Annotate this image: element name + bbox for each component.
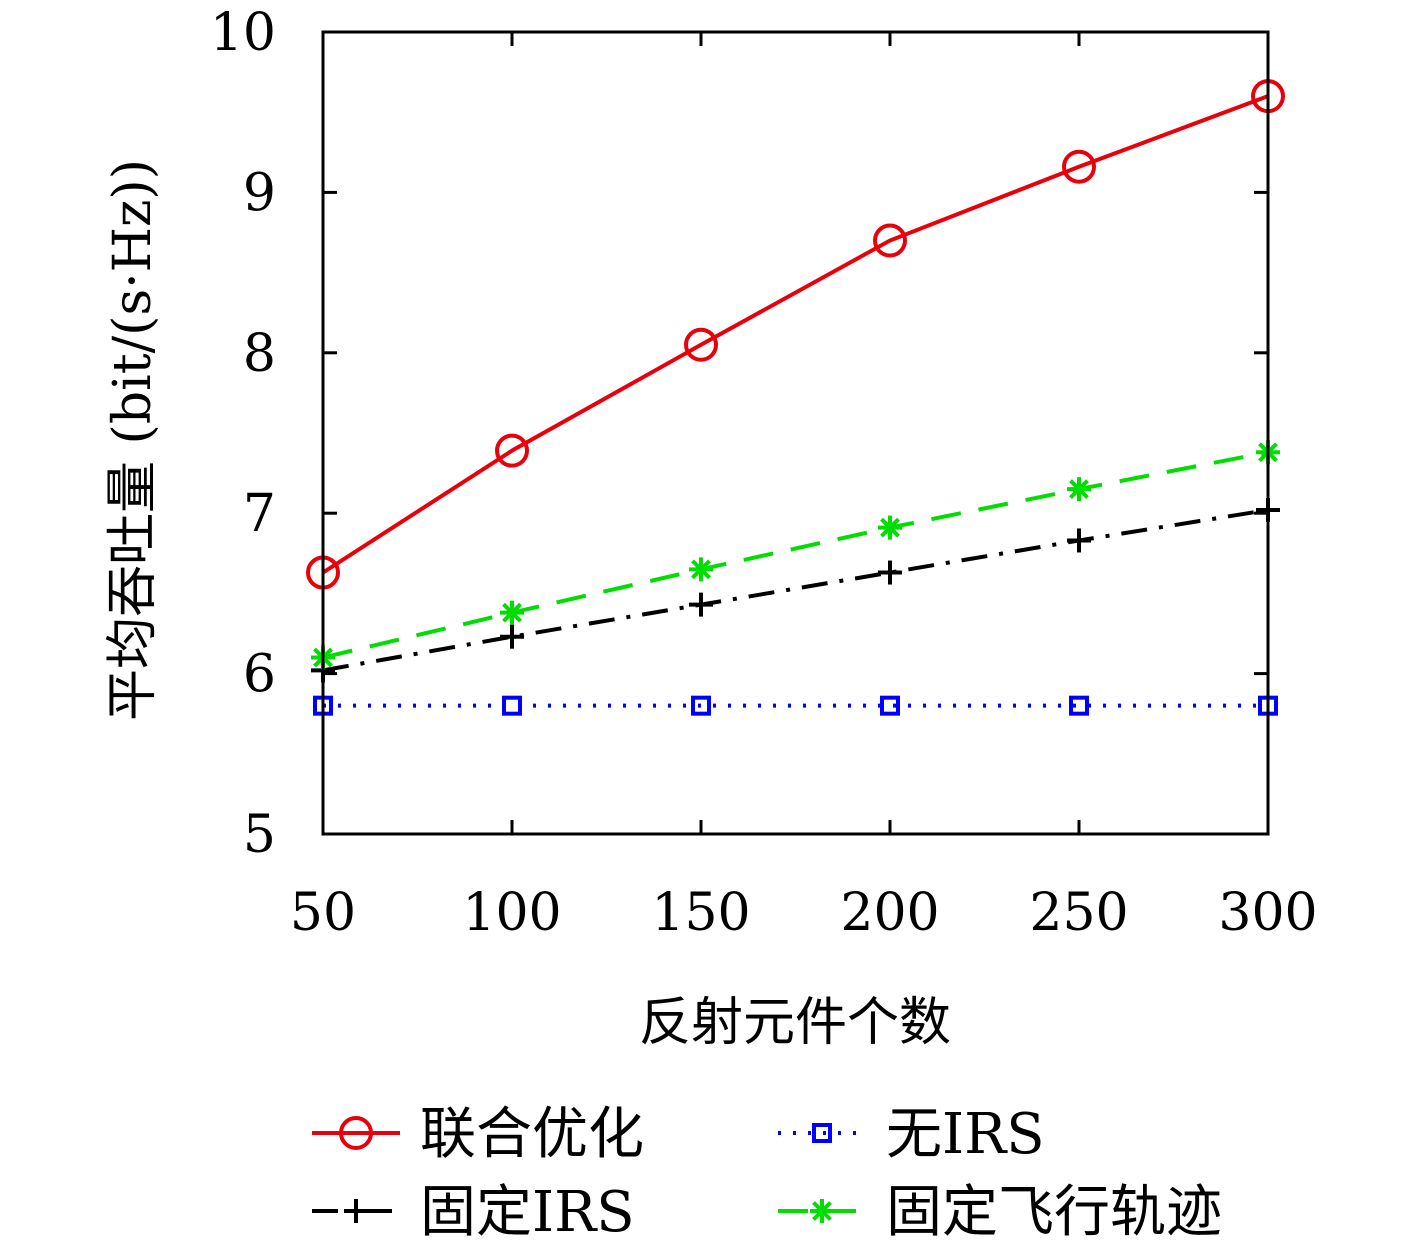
series-line-2 (322, 508, 1269, 673)
x-tick-label: 250 (1029, 883, 1128, 943)
data-point (1067, 477, 1091, 502)
x-axis-label: 反射元件个数 (639, 993, 951, 1053)
legend-marker (812, 1123, 832, 1143)
data-point-ray (880, 517, 900, 538)
data-point (1069, 695, 1089, 716)
data-point-ray (1069, 479, 1089, 500)
y-tick-label: 5 (243, 805, 276, 865)
data-point (500, 624, 524, 649)
legend-marker (344, 1199, 368, 1223)
legend-label: 固定IRS (420, 1180, 635, 1245)
data-point (1062, 149, 1096, 184)
legend-label: 固定飞行轨迹 (886, 1180, 1222, 1245)
legend-label: 无IRS (886, 1102, 1045, 1167)
x-tick-label: 150 (651, 883, 750, 943)
plot-area (306, 79, 1285, 716)
legend-marker (810, 1199, 834, 1223)
legend-item-3: 固定飞行轨迹 (778, 1180, 1222, 1245)
legend-item-2: 固定IRS (312, 1180, 635, 1245)
data-point (691, 695, 711, 716)
y-tick-label: 9 (243, 163, 276, 223)
data-point (878, 560, 902, 585)
data-point (689, 557, 713, 582)
legend-item-1: 无IRS (778, 1102, 1045, 1167)
plot-frame (321, 30, 1270, 836)
series-1 (313, 695, 1278, 716)
series-3 (311, 440, 1280, 670)
data-point (500, 600, 524, 625)
data-point-ray (691, 559, 711, 580)
data-point-ray (502, 602, 522, 623)
legend-item-0: 联合优化 (312, 1102, 644, 1167)
y-tick-label: 6 (243, 645, 276, 705)
data-point (689, 592, 713, 617)
axes: 50 100 150 200 250 300 5 6 7 8 9 10 (210, 3, 1318, 943)
legend: 联合优化 无IRS 固定IRS 固定飞行轨迹 (312, 1102, 1222, 1245)
data-point (684, 327, 718, 362)
y-tick-label: 8 (243, 324, 276, 384)
data-point (495, 433, 529, 468)
data-point (502, 695, 522, 716)
x-tick-label: 300 (1218, 883, 1317, 943)
series-2 (311, 497, 1280, 683)
data-point (878, 515, 902, 540)
legend-label: 联合优化 (420, 1102, 644, 1167)
y-axis-label: 平均吞吐量 (bit/(s·Hz)) (103, 159, 163, 721)
series-line-0 (321, 94, 1269, 575)
x-tick-label: 200 (840, 883, 939, 943)
data-point (880, 695, 900, 716)
data-point (1067, 528, 1091, 553)
y-tick-label: 7 (243, 484, 276, 544)
x-tick-label: 100 (462, 883, 561, 943)
series-0 (306, 79, 1285, 590)
y-tick-label: 10 (210, 3, 276, 63)
data-point (873, 223, 907, 258)
legend-marker-ray (812, 1201, 832, 1221)
legend-marker (339, 1116, 373, 1150)
series-line-3 (322, 450, 1269, 660)
x-tick-label: 50 (290, 883, 356, 943)
